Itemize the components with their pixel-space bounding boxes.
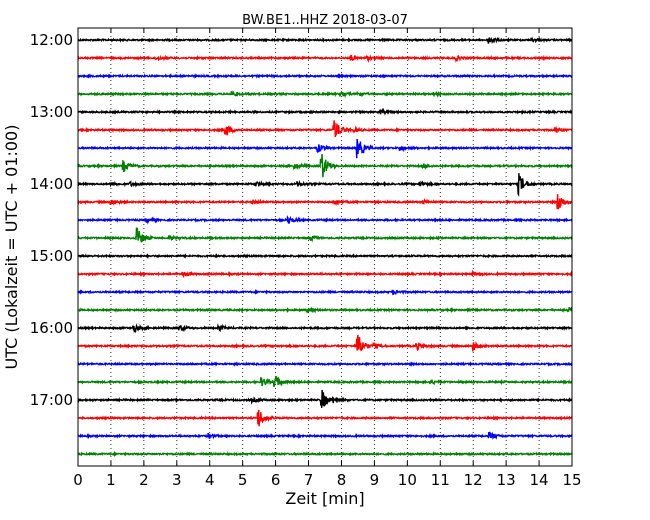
trace-line — [77, 269, 573, 279]
trace-line — [77, 73, 573, 79]
trace-line — [77, 306, 573, 314]
x-tick-label: 15 — [562, 471, 581, 489]
trace-line — [77, 120, 573, 138]
x-tick-label: 12 — [464, 471, 483, 489]
trace-line — [77, 253, 573, 260]
trace-line — [77, 107, 573, 116]
x-tick-label: 2 — [139, 471, 149, 489]
x-tick-label: 0 — [73, 471, 83, 489]
trace-line — [77, 375, 573, 388]
x-tick-label: 13 — [497, 471, 516, 489]
trace-line — [77, 138, 573, 159]
axis-ticks: 0 1 2 3 4 5 6 7 8 9 10 11 12 13 14 1512:0013:0014:0015:… — [30, 28, 582, 489]
trace-line — [77, 54, 573, 64]
x-tick-label: 6 — [271, 471, 281, 489]
trace-line — [77, 323, 573, 334]
y-tick-label: 14:00 — [30, 175, 73, 193]
trace-line — [77, 389, 573, 409]
trace-line — [77, 431, 573, 440]
x-tick-label: 9 — [370, 471, 380, 489]
trace-line — [77, 334, 573, 352]
chart-title: BW.BE1..HHZ 2018-03-07 — [242, 13, 408, 28]
x-tick-label: 7 — [304, 471, 314, 489]
trace-line — [77, 215, 573, 225]
x-tick-label: 10 — [398, 471, 417, 489]
x-tick-label: 8 — [337, 471, 347, 489]
x-tick-label: 1 — [106, 471, 116, 489]
trace-line — [77, 361, 573, 367]
trace-line — [77, 154, 573, 178]
plot-frame — [77, 27, 573, 467]
trace-lines — [77, 36, 573, 458]
trace-line — [77, 36, 573, 45]
trace-line — [77, 89, 573, 99]
trace-line — [77, 227, 573, 243]
y-tick-label: 12:00 — [30, 31, 73, 49]
trace-line — [77, 288, 573, 296]
trace-line — [77, 173, 573, 197]
y-tick-label: 15:00 — [30, 247, 73, 265]
trace-line — [77, 409, 573, 427]
x-tick-label: 3 — [172, 471, 182, 489]
trace-line — [77, 450, 573, 458]
y-tick-label: 13:00 — [30, 103, 73, 121]
x-tick-label: 4 — [205, 471, 215, 489]
y-tick-label: 16:00 — [30, 319, 73, 337]
x-tick-label: 14 — [530, 471, 549, 489]
y-axis-label: UTC (Lokalzeit = UTC + 01:00) — [2, 125, 21, 370]
trace-line — [77, 194, 573, 210]
x-tick-label: 5 — [238, 471, 248, 489]
y-tick-label: 17:00 — [30, 391, 73, 409]
x-axis-label: Zeit [min] — [285, 489, 364, 508]
x-tick-label: 11 — [431, 471, 450, 489]
